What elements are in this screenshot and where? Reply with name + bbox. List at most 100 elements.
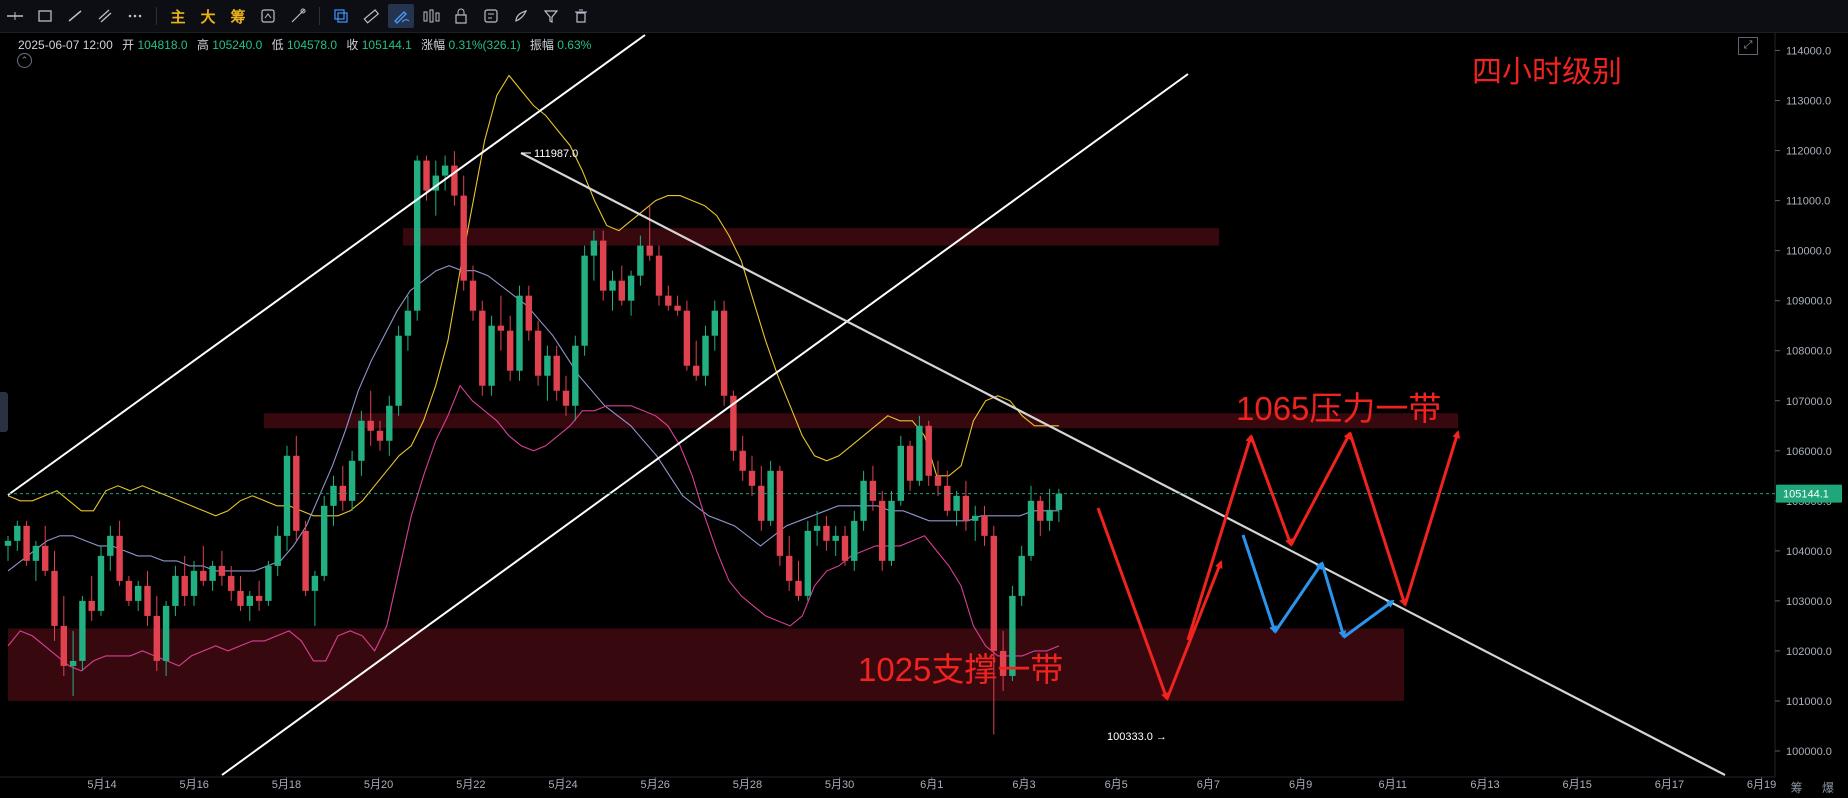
x-tick-label: 5月20 bbox=[364, 779, 393, 791]
candle-body bbox=[562, 390, 570, 406]
high-label: 高 bbox=[196, 38, 209, 52]
red-projection-arrow bbox=[1348, 432, 1407, 607]
candle-body bbox=[228, 575, 235, 591]
main-indicator-button[interactable]: 主 bbox=[170, 8, 186, 26]
alert-icon[interactable] bbox=[478, 4, 504, 28]
x-tick-label: 5月28 bbox=[733, 779, 762, 791]
x-tick-label: 5月30 bbox=[825, 779, 854, 791]
candle-body bbox=[14, 525, 21, 541]
candle-body bbox=[1055, 493, 1063, 510]
brush-icon[interactable] bbox=[508, 4, 534, 28]
chip-button[interactable]: 筹 bbox=[230, 8, 246, 26]
candle-body bbox=[637, 245, 644, 276]
measure-icon[interactable] bbox=[285, 4, 311, 28]
upper-zone bbox=[403, 228, 1219, 246]
candle-body bbox=[125, 580, 133, 601]
blue-projection-arrow bbox=[1343, 599, 1395, 639]
rectangle-icon[interactable] bbox=[32, 4, 58, 28]
candle-body bbox=[190, 570, 198, 596]
candle-body bbox=[265, 565, 272, 601]
corner-buttons[interactable]: 筹 爆 bbox=[1790, 781, 1842, 795]
x-tick-label: 5月24 bbox=[548, 779, 577, 791]
candle-body bbox=[823, 525, 830, 541]
candle-body bbox=[97, 555, 105, 611]
candle-body bbox=[972, 515, 979, 521]
x-tick-label: 5月22 bbox=[456, 779, 485, 791]
resistance-zone bbox=[264, 413, 1458, 429]
x-tick-label: 6月11 bbox=[1379, 779, 1408, 791]
candle-body bbox=[460, 195, 467, 281]
big-order-button[interactable]: 大 bbox=[200, 8, 216, 26]
layers-icon[interactable] bbox=[328, 4, 354, 28]
channel-lower-line bbox=[221, 73, 1189, 776]
x-tick-label: 6月15 bbox=[1563, 779, 1592, 791]
candle-body bbox=[534, 330, 542, 376]
candle-body bbox=[441, 165, 449, 176]
x-tick-label: 6月19 bbox=[1747, 779, 1776, 791]
candle-body bbox=[897, 445, 904, 501]
candle-body bbox=[376, 430, 384, 441]
candle-body bbox=[107, 535, 114, 556]
candle-body bbox=[209, 565, 216, 581]
candle-body bbox=[674, 305, 681, 311]
candle-body bbox=[934, 475, 942, 486]
expand-icon[interactable]: ⤢ bbox=[1738, 37, 1758, 55]
candle-body bbox=[479, 310, 486, 386]
candle-body bbox=[795, 580, 802, 596]
candle-body bbox=[655, 255, 663, 296]
x-tick-label: 5月26 bbox=[641, 779, 670, 791]
candle-body bbox=[618, 280, 625, 301]
candle-body bbox=[162, 605, 170, 661]
y-tick-label: 103000.0 bbox=[1786, 596, 1832, 608]
candle-body bbox=[758, 485, 765, 521]
horizontal-line-icon[interactable] bbox=[2, 4, 28, 28]
amplitude-label: 振幅 bbox=[529, 38, 554, 52]
candle-body bbox=[869, 480, 877, 501]
candle-body bbox=[786, 555, 793, 581]
upper-band-line bbox=[7, 74, 1059, 517]
x-tick-label: 5月18 bbox=[272, 779, 301, 791]
candle-body bbox=[832, 535, 839, 541]
candle-body bbox=[414, 160, 421, 311]
candle-body bbox=[367, 420, 374, 431]
more-icon[interactable] bbox=[122, 4, 148, 28]
candle-body bbox=[665, 295, 672, 306]
candle-body bbox=[925, 425, 932, 476]
descending-trendline bbox=[520, 152, 1726, 776]
open-label: 开 bbox=[122, 38, 135, 52]
candle-body bbox=[135, 585, 142, 601]
collapse-info-icon[interactable]: ⌃ bbox=[17, 53, 32, 68]
candle-body bbox=[730, 395, 737, 451]
filter-icon[interactable] bbox=[538, 4, 564, 28]
y-tick-label: 101000.0 bbox=[1786, 696, 1832, 708]
trend-line-icon[interactable] bbox=[62, 4, 88, 28]
y-tick-label: 102000.0 bbox=[1786, 646, 1832, 658]
red-projection-arrow bbox=[1165, 560, 1223, 700]
bars-icon[interactable] bbox=[418, 4, 444, 28]
candle-body bbox=[600, 240, 607, 291]
low-marker-label: 100333.0 → bbox=[1107, 731, 1167, 743]
candle-body bbox=[999, 650, 1007, 676]
trash-icon[interactable] bbox=[568, 4, 594, 28]
candle-body bbox=[544, 355, 551, 376]
candle-body bbox=[851, 520, 858, 561]
price-chart[interactable]: 四小时级别 1065压力一带 1025支撑一带 111987.0 100333.0 → 1… bbox=[0, 33, 1848, 798]
left-panel-handle[interactable] bbox=[0, 392, 8, 432]
blue-projection-arrow bbox=[1241, 534, 1277, 634]
candle-body bbox=[813, 525, 821, 531]
change-value: 0.31%(326.1) bbox=[448, 38, 521, 52]
candle-body bbox=[116, 535, 123, 581]
lock-icon[interactable] bbox=[448, 4, 474, 28]
candle-body bbox=[200, 570, 207, 581]
high-value: 105240.0 bbox=[212, 38, 263, 52]
pen-icon[interactable] bbox=[388, 4, 414, 28]
candle-body bbox=[1037, 500, 1044, 521]
parallel-channel-icon[interactable] bbox=[92, 4, 118, 28]
high-marker-label: 111987.0 bbox=[534, 148, 578, 160]
candle-body bbox=[51, 570, 58, 626]
ruler-icon[interactable] bbox=[358, 4, 384, 28]
drawing-template-icon[interactable] bbox=[255, 4, 281, 28]
y-tick-label: 109000.0 bbox=[1786, 296, 1832, 308]
candle-body bbox=[683, 310, 691, 366]
x-tick-label: 6月13 bbox=[1470, 779, 1499, 791]
